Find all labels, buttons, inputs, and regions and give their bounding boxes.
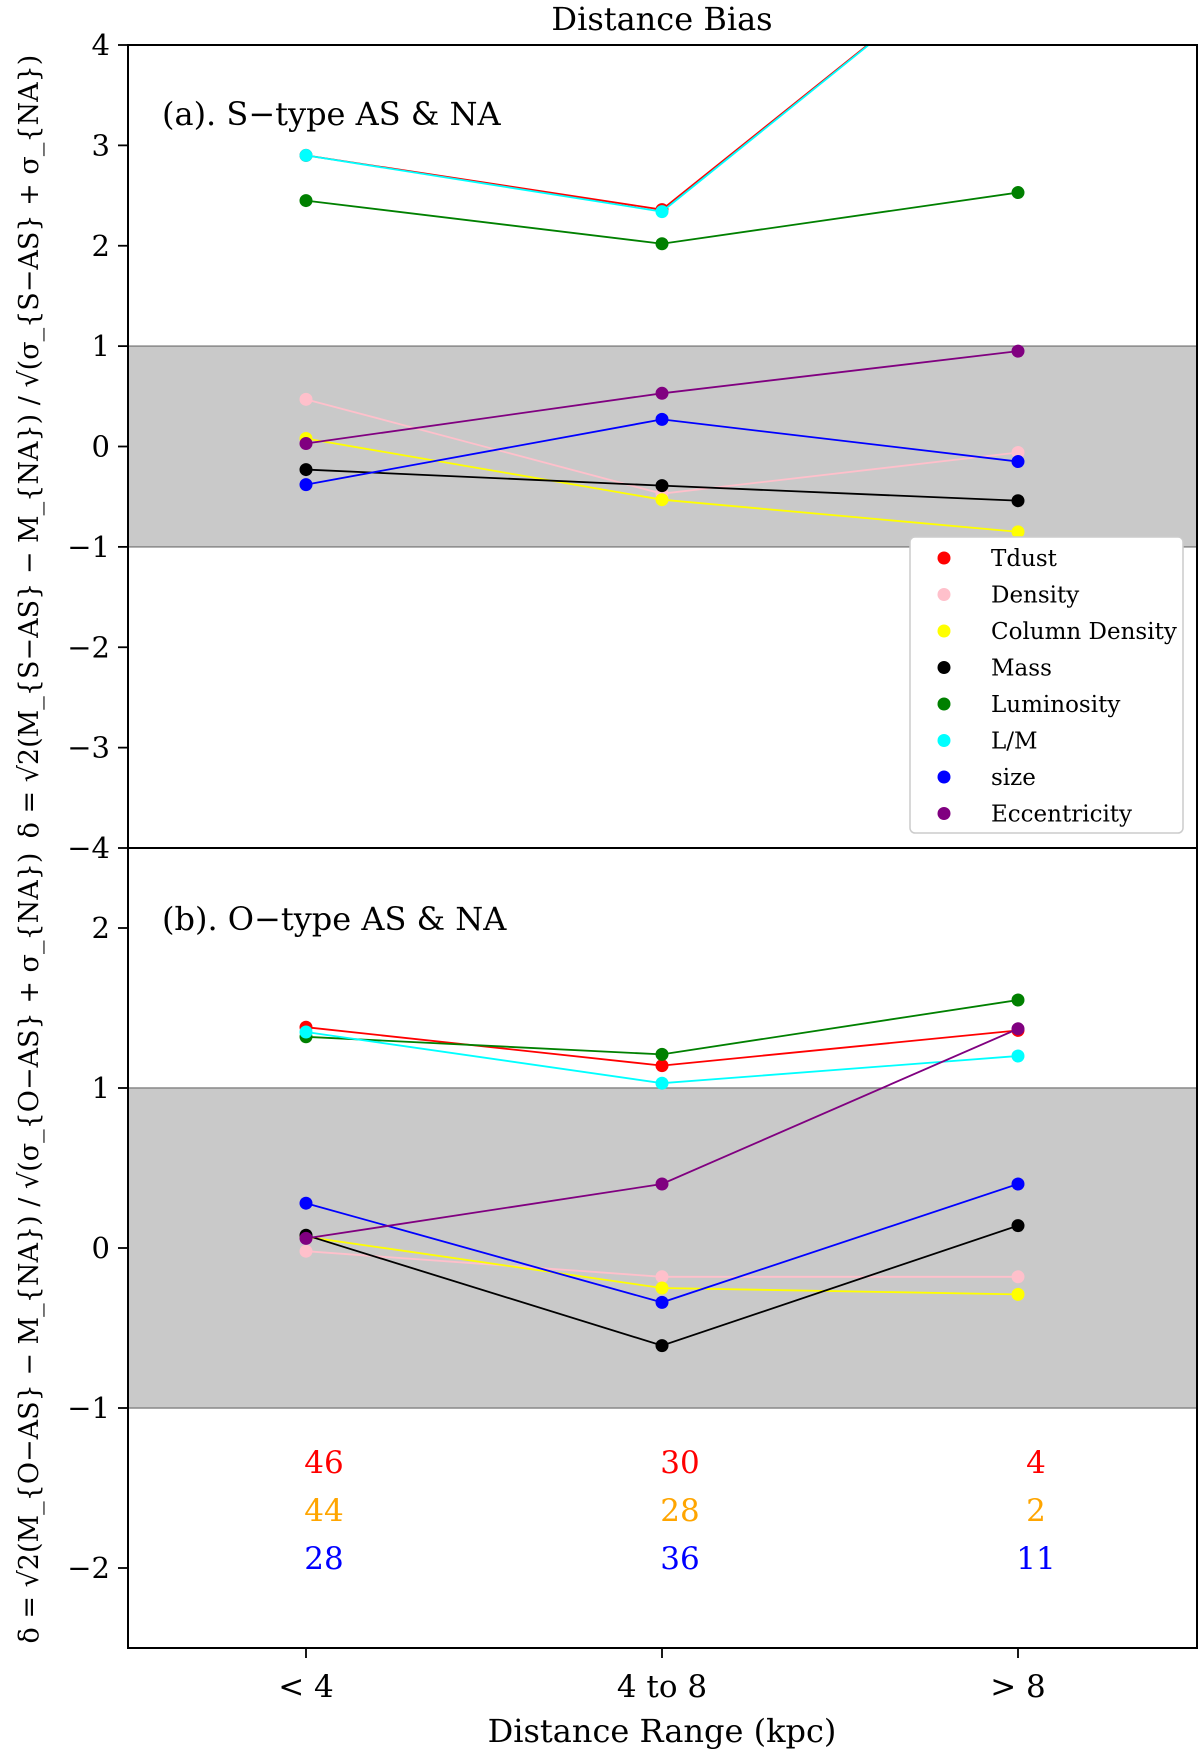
data-point-L/M <box>655 205 669 219</box>
count-label: 2 <box>1026 1493 1046 1529</box>
legend-marker-Mass <box>937 661 951 674</box>
data-point-Mass <box>1011 494 1025 508</box>
y-tick-label: 0 <box>92 430 110 464</box>
x-axis-label: Distance Range (kpc) <box>488 1712 837 1750</box>
legend-label-Density: Density <box>991 583 1079 609</box>
legend-marker-Luminosity <box>937 697 951 711</box>
count-label: 28 <box>304 1541 343 1577</box>
y-tick-label: −1 <box>67 1391 110 1425</box>
legend-box <box>909 536 1184 834</box>
data-point-Density <box>1011 1270 1025 1284</box>
data-point-size <box>299 478 313 492</box>
count-label: 46 <box>304 1445 343 1481</box>
count-label: 11 <box>1016 1541 1055 1577</box>
panel-annotation: (a). S−type AS & NA <box>162 95 502 133</box>
data-point-L/M <box>655 1076 669 1090</box>
data-point-Eccentricity <box>299 436 313 450</box>
data-point-Eccentricity <box>655 386 669 400</box>
shaded-band <box>128 1088 1197 1408</box>
legend-label-Eccentricity: Eccentricity <box>991 802 1132 828</box>
y-tick-label: 0 <box>92 1231 110 1265</box>
panel-a: −4 −3 −2 −1 0 1 2 3 4 (a). S−type AS & NA δ = √2(M… <box>14 28 1198 865</box>
legend-label-Mass: Mass <box>991 656 1052 682</box>
data-point-Luminosity <box>655 237 669 251</box>
y-axis-label: δ = √2(M_{O−AS} − M_{NA}) / √(σ_{O−AS} +… <box>14 853 45 1644</box>
data-point-Luminosity <box>299 194 313 208</box>
legend-label-Luminosity: Luminosity <box>991 692 1120 718</box>
y-tick-label: 1 <box>92 329 110 363</box>
data-point-L/M <box>299 148 313 162</box>
x-tick-label: > 8 <box>990 1669 1046 1705</box>
legend-marker-Eccentricity <box>937 807 951 820</box>
legend-label-Column Density: Column Density <box>991 619 1177 645</box>
data-point-Mass <box>655 1339 669 1353</box>
data-point-Density <box>1011 446 1025 460</box>
y-tick-label: −2 <box>67 1551 110 1585</box>
shaded-band <box>128 346 1197 547</box>
legend-marker-size <box>937 770 951 784</box>
legend-marker-Column Density <box>937 624 951 638</box>
legend-label-size: size <box>991 765 1036 791</box>
y-axis-label: δ = √2(M_{S−AS} − M_{NA}) / √(σ_{S−AS} +… <box>14 55 45 839</box>
data-point-Mass <box>655 479 669 493</box>
data-point-Tdust <box>655 1059 669 1073</box>
legend: Tdust Density Column Density Mass Luminosity… <box>909 536 1184 834</box>
data-point-Column Density <box>1011 1287 1025 1301</box>
data-point-size <box>1011 455 1025 469</box>
series-line-Luminosity <box>305 999 1019 1056</box>
data-point-Density <box>299 1244 313 1258</box>
y-tick-label: 4 <box>92 28 110 62</box>
panel-annotation: (b). O−type AS & NA <box>162 900 507 938</box>
count-label: 44 <box>304 1493 343 1529</box>
y-tick-label: 1 <box>92 1071 110 1105</box>
count-label: 4 <box>1026 1445 1046 1481</box>
data-point-Column Density <box>655 1281 669 1295</box>
data-point-size <box>655 412 669 426</box>
data-point-Density <box>655 1270 669 1284</box>
y-tick-label: −2 <box>67 630 110 664</box>
legend-label-Tdust: Tdust <box>991 546 1058 572</box>
series-group <box>299 993 1025 1353</box>
y-tick-label: −3 <box>67 731 110 765</box>
data-point-Luminosity <box>1011 993 1025 1007</box>
data-point-size <box>1011 1177 1025 1191</box>
data-point-size <box>655 1295 669 1309</box>
panel-b: −2 −1 0 1 2 (b). O−type AS & NA δ = √2(M_{O−AS… <box>14 847 1198 1705</box>
data-point-Density <box>299 392 313 406</box>
y-tick-label: −1 <box>67 530 110 564</box>
data-point-Luminosity <box>655 1047 669 1061</box>
data-point-Eccentricity <box>1011 344 1025 358</box>
data-point-Luminosity <box>1011 186 1025 200</box>
data-point-Eccentricity <box>1011 1022 1025 1036</box>
y-tick-label: −4 <box>67 831 110 865</box>
data-point-L/M <box>1011 1049 1025 1063</box>
legend-marker-L/M <box>937 734 951 747</box>
data-point-Eccentricity <box>655 1177 669 1191</box>
data-point-L/M <box>299 1025 313 1039</box>
x-tick-label: 4 to 8 <box>617 1669 707 1705</box>
data-point-Column Density <box>655 493 669 507</box>
y-tick-label: 2 <box>92 911 110 945</box>
data-point-size <box>299 1196 313 1210</box>
figure-title: Distance Bias <box>551 0 772 38</box>
x-tick-label: < 4 <box>278 1669 334 1705</box>
legend-marker-Density <box>937 588 951 601</box>
y-tick-label: 3 <box>92 128 110 162</box>
data-point-Mass <box>299 463 313 477</box>
series-group <box>299 45 1025 539</box>
series-line-Luminosity <box>305 191 1019 245</box>
legend-marker-Tdust <box>937 551 951 565</box>
y-tick-label: 2 <box>92 229 110 263</box>
count-label: 28 <box>660 1493 699 1529</box>
count-label: 30 <box>660 1445 699 1481</box>
count-label: 36 <box>660 1541 699 1577</box>
data-point-Column Density <box>1011 525 1025 539</box>
data-point-Eccentricity <box>299 1231 313 1245</box>
data-point-Mass <box>1011 1219 1025 1233</box>
legend-label-L/M: L/M <box>991 729 1038 755</box>
